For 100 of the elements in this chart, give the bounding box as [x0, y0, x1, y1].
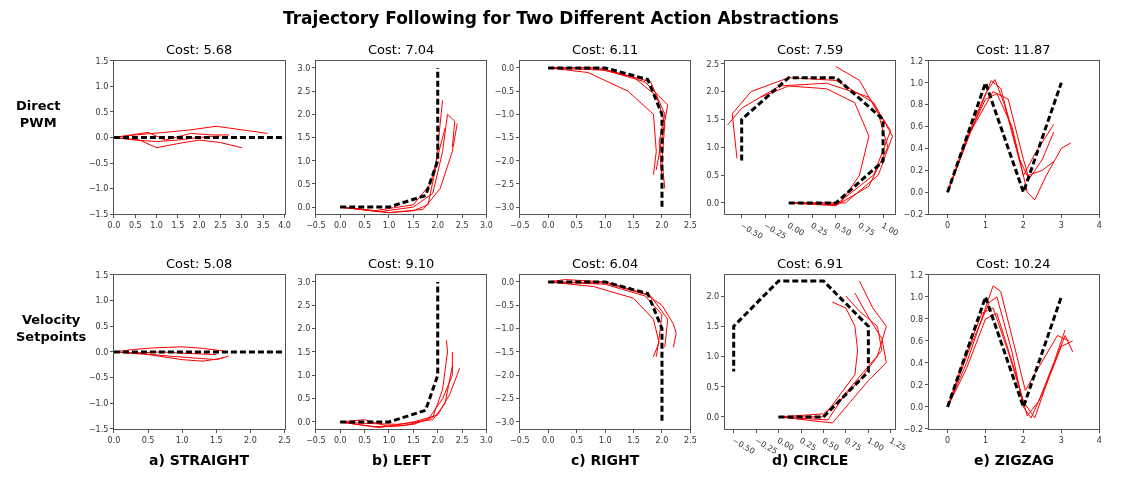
y-tick-label: −1.5 — [494, 347, 515, 357]
x-tick-label: 1.0 — [598, 435, 612, 445]
y-tick-label: −0.5 — [88, 158, 109, 168]
y-tick-label: −2.5 — [494, 179, 515, 189]
text: Trajectory Following for Two Different Action Abstractions — [283, 8, 839, 28]
y-tick-label: −1.0 — [494, 110, 515, 120]
x-tick-label: 2.5 — [455, 435, 469, 445]
y-tick-label: 2.0 — [297, 324, 311, 334]
y-tick-label: 0.5 — [706, 382, 720, 392]
x-axis-title: e) ZIGZAG — [974, 452, 1055, 468]
x-tick-label: 1 — [982, 435, 989, 445]
y-tick-label: −0.5 — [494, 86, 515, 96]
chart-title: Cost: 7.04 — [368, 42, 435, 57]
x-tick-label: 0.25 — [809, 221, 830, 238]
x-tick-label: 4 — [1096, 435, 1102, 445]
y-tick-label: −1.5 — [88, 209, 109, 219]
y-tick-label: −2.5 — [494, 394, 515, 404]
x-tick-label: 1.0 — [150, 220, 163, 230]
y-tick-label: 1.0 — [95, 82, 109, 92]
y-tick-label: 0.8 — [910, 100, 924, 110]
x-tick-label: 0.5 — [358, 435, 371, 445]
x-tick-label: 2.5 — [278, 435, 291, 445]
x-tick-label: 1.5 — [627, 220, 640, 230]
x-tick-label: 0.25 — [798, 436, 818, 453]
x-tick-label: 0.50 — [832, 221, 853, 238]
x-tick-label: 1.0 — [175, 435, 189, 445]
y-tick-label: 0.4 — [910, 358, 924, 368]
x-tick-label: 1.5 — [407, 220, 420, 230]
x-axis-title: d) CIRCLE — [772, 452, 849, 468]
x-tick-label: 2.5 — [684, 435, 697, 445]
x-tick-label: 1.5 — [627, 435, 640, 445]
chart-title: Cost: 9.10 — [368, 256, 435, 271]
x-tick-label: 2 — [1020, 220, 1026, 230]
x-tick-label: 3.0 — [480, 220, 493, 230]
y-tick-label: −3.0 — [494, 202, 515, 212]
y-tick-label: 1.0 — [95, 296, 109, 306]
x-tick-label: 1.5 — [407, 435, 420, 445]
chart-title: Cost: 11.87 — [976, 42, 1051, 57]
x-axis-title: c) RIGHT — [571, 452, 640, 468]
x-tick-label: 2.5 — [684, 220, 697, 230]
x-tick-label: 0.75 — [856, 221, 877, 238]
chart-title: Cost: 6.91 — [777, 256, 844, 271]
y-tick-label: 1.5 — [706, 115, 720, 125]
x-tick-label: 2.0 — [431, 435, 445, 445]
y-axis-title: Velocity Setpoints — [16, 312, 87, 344]
y-tick-label: −3.0 — [494, 417, 515, 427]
x-tick-label: 2.0 — [655, 435, 669, 445]
x-tick-label: 0.5 — [570, 435, 584, 445]
x-tick-label: 1.00 — [880, 221, 900, 238]
y-tick-label: 0.0 — [501, 277, 515, 287]
y-tick-label: 2.5 — [297, 86, 311, 96]
x-tick-label: −0.5 — [510, 435, 530, 445]
y-tick-label: 0.2 — [910, 380, 924, 390]
x-axis-title: a) STRAIGHT — [149, 452, 250, 468]
chart-title: Cost: 7.59 — [777, 42, 844, 57]
x-tick-label: 4 — [1096, 220, 1102, 230]
x-tick-label: 4.0 — [278, 220, 291, 230]
x-tick-label: 0 — [945, 435, 951, 445]
x-tick-label: 2.0 — [192, 220, 206, 230]
y-tick-label: 1.5 — [95, 270, 109, 280]
y-tick-label: 1.0 — [297, 156, 311, 166]
x-tick-label: 1.0 — [382, 435, 396, 445]
y-tick-label: −0.2 — [903, 424, 924, 434]
x-tick-label: 1.25 — [887, 436, 908, 453]
x-tick-label: −0.5 — [510, 220, 530, 230]
y-tick-label: −1.5 — [494, 133, 515, 143]
y-tick-label: 0.0 — [706, 198, 720, 208]
y-tick-label: 0.0 — [910, 402, 924, 412]
x-tick-label: 3.0 — [235, 220, 249, 230]
y-tick-label: 0.8 — [910, 314, 924, 324]
y-tick-label: 1.2 — [910, 56, 924, 66]
y-tick-label: −1.0 — [88, 184, 109, 194]
chart-title: Cost: 5.68 — [166, 42, 233, 57]
x-tick-label: 3 — [1058, 435, 1064, 445]
y-tick-label: 0.0 — [297, 202, 311, 212]
y-tick-label: 0.2 — [910, 166, 924, 176]
y-tick-label: 1.0 — [910, 78, 924, 88]
y-tick-label: 2.5 — [297, 301, 311, 311]
y-tick-label: 3.0 — [297, 63, 311, 73]
y-tick-label: 1.0 — [706, 143, 720, 153]
x-tick-label: 3.5 — [256, 220, 270, 230]
x-tick-label: 1.0 — [382, 220, 396, 230]
y-tick-label: 0.0 — [95, 133, 109, 143]
chart-title: Cost: 6.04 — [572, 256, 639, 271]
y-tick-label: 0.5 — [297, 394, 311, 404]
y-axis-title: Direct PWM — [16, 98, 61, 130]
y-tick-label: 1.5 — [297, 133, 311, 143]
y-tick-label: 1.0 — [910, 292, 924, 302]
x-tick-label: 2.5 — [214, 220, 227, 230]
y-tick-label: −1.5 — [88, 424, 109, 434]
x-tick-label: 0.0 — [541, 220, 555, 230]
x-tick-label: 0.0 — [333, 435, 347, 445]
x-tick-label: 1.5 — [171, 220, 185, 230]
y-tick-label: 1.2 — [910, 270, 924, 280]
y-tick-label: 0.6 — [910, 122, 924, 132]
y-tick-label: 3.0 — [297, 277, 311, 287]
x-tick-label: 0 — [945, 220, 951, 230]
x-tick-label: 0.0 — [333, 220, 347, 230]
x-tick-label: 0.5 — [570, 220, 584, 230]
y-tick-label: 0.0 — [910, 187, 924, 197]
